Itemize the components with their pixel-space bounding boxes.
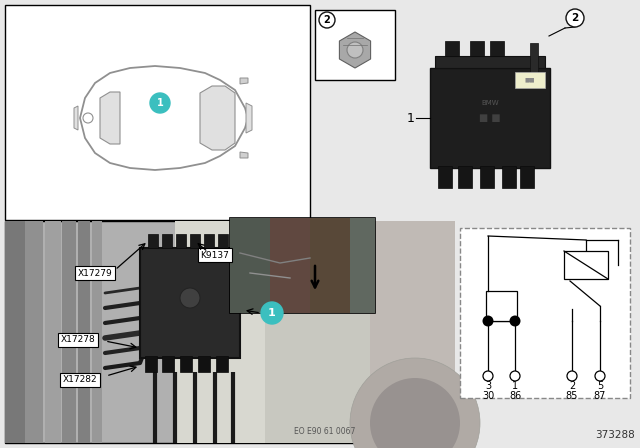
Bar (515, 72, 545, 88)
Bar (5, 5, 310, 220)
Text: ■ ■: ■ ■ (479, 113, 501, 123)
Text: ■■: ■■ (525, 78, 535, 82)
Circle shape (347, 42, 363, 58)
Text: 1: 1 (157, 98, 163, 108)
Bar (162, 234, 172, 248)
Polygon shape (100, 92, 120, 144)
Bar (190, 234, 200, 248)
Bar (216, 356, 228, 372)
Text: 30: 30 (482, 391, 494, 401)
Circle shape (483, 315, 493, 327)
Text: 3: 3 (485, 381, 491, 391)
Bar (310, 218, 350, 313)
Bar (435, 56, 545, 68)
Polygon shape (240, 152, 248, 158)
Text: 85: 85 (566, 391, 578, 401)
Bar (480, 166, 494, 188)
Bar (315, 10, 395, 80)
Text: K9137: K9137 (200, 250, 229, 259)
Bar (445, 41, 459, 56)
Bar (204, 234, 214, 248)
Circle shape (319, 12, 335, 28)
Circle shape (261, 302, 283, 324)
Text: 2: 2 (572, 13, 579, 23)
Bar (78, 221, 90, 443)
Circle shape (150, 93, 170, 113)
Bar (438, 166, 452, 188)
Polygon shape (80, 66, 248, 170)
Text: 5: 5 (597, 381, 603, 391)
Bar (145, 356, 157, 372)
Bar (460, 228, 630, 398)
Text: 86: 86 (509, 391, 521, 401)
Bar (180, 356, 192, 372)
Bar (148, 234, 158, 248)
Text: 1: 1 (407, 112, 415, 125)
Circle shape (567, 371, 577, 381)
Circle shape (180, 288, 200, 308)
Text: 87: 87 (594, 391, 606, 401)
Bar (162, 356, 174, 372)
Circle shape (566, 9, 584, 27)
Bar (218, 234, 228, 248)
Bar (350, 218, 375, 313)
Bar (62, 221, 76, 443)
Text: 373288: 373288 (595, 430, 635, 440)
Bar (175, 221, 275, 443)
Circle shape (509, 315, 520, 327)
Bar (520, 166, 534, 188)
Circle shape (510, 371, 520, 381)
Text: 2: 2 (569, 381, 575, 391)
Text: 2: 2 (324, 15, 330, 25)
Text: BMW: BMW (481, 100, 499, 106)
Text: X17278: X17278 (61, 336, 95, 345)
Polygon shape (74, 106, 78, 130)
Circle shape (370, 378, 460, 448)
Bar (5, 221, 25, 443)
Bar (530, 43, 538, 73)
Text: X17282: X17282 (63, 375, 97, 384)
Bar (176, 234, 186, 248)
Bar (230, 218, 270, 313)
Bar (5, 221, 370, 443)
Circle shape (595, 371, 605, 381)
Bar (45, 221, 61, 443)
Bar (92, 221, 102, 443)
Polygon shape (339, 32, 371, 68)
Bar (430, 68, 550, 168)
Bar (198, 356, 210, 372)
Polygon shape (246, 103, 252, 133)
Bar (490, 41, 504, 56)
Circle shape (483, 371, 493, 381)
Bar (230, 218, 375, 313)
Polygon shape (240, 78, 248, 84)
Bar (486, 291, 517, 321)
Bar (140, 248, 240, 358)
Bar (270, 218, 310, 313)
Text: 1: 1 (268, 308, 276, 318)
Text: 1: 1 (512, 381, 518, 391)
Bar (25, 221, 43, 443)
Bar (458, 166, 472, 188)
Bar (370, 221, 455, 443)
Text: X17279: X17279 (77, 268, 113, 277)
Bar (502, 166, 516, 188)
Bar (470, 41, 484, 56)
Bar (564, 251, 608, 279)
Text: EO E90 61 0067: EO E90 61 0067 (294, 427, 355, 436)
Polygon shape (200, 86, 235, 150)
Circle shape (350, 358, 480, 448)
Bar (265, 221, 370, 443)
